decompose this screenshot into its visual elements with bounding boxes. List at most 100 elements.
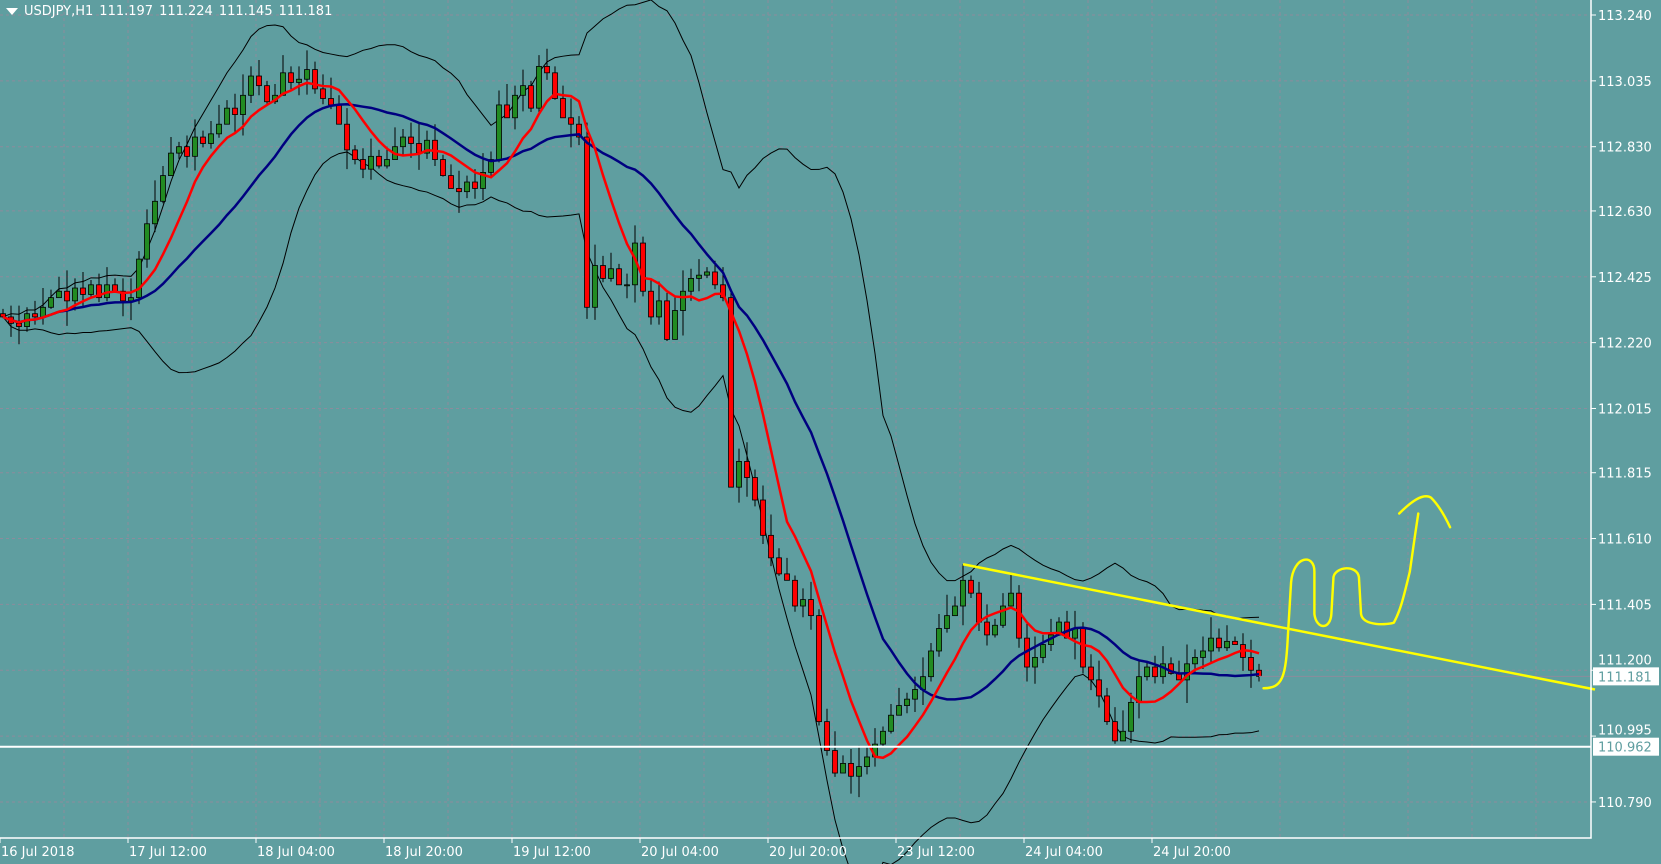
bull-candle — [624, 284, 630, 287]
lower-bollinger-band — [2, 151, 1260, 864]
bull-candle — [656, 300, 662, 318]
bull-candle — [240, 94, 246, 115]
bull-candle — [304, 69, 310, 80]
time-label: 24 Jul 04:00 — [1025, 845, 1103, 860]
bear-candle — [976, 592, 982, 623]
bull-candle — [896, 705, 902, 716]
bear-candle — [456, 188, 462, 193]
bear-candle — [576, 123, 582, 138]
price-label: 110.790 — [1598, 796, 1652, 811]
time-label: 18 Jul 04:00 — [257, 845, 335, 860]
bear-candle — [712, 271, 718, 286]
bear-candle — [776, 557, 782, 575]
bear-candle — [336, 104, 342, 125]
bear-candle — [264, 85, 270, 103]
bear-candle — [64, 290, 70, 302]
price-label: 111.815 — [1598, 467, 1652, 482]
bull-candle — [40, 306, 46, 318]
bull-candle — [1224, 640, 1230, 649]
time-label: 24 Jul 20:00 — [1153, 845, 1231, 860]
bull-candle — [1192, 657, 1198, 665]
trendline[interactable] — [962, 563, 1596, 691]
bear-candle — [1104, 695, 1110, 723]
price-axis[interactable]: 113.240 113.035 112.830 112.630 112.425 112.2… — [1591, 9, 1652, 811]
bull-candle — [672, 310, 678, 340]
bear-candle — [80, 287, 86, 295]
bear-candle — [784, 573, 790, 581]
bear-candle — [1216, 637, 1222, 649]
bull-candle — [928, 650, 934, 678]
time-axis[interactable]: 16 Jul 2018 17 Jul 12:00 18 Jul 04:00 18 Ju… — [0, 838, 1231, 860]
bear-candle — [1168, 663, 1174, 674]
bull-candle — [1200, 650, 1206, 658]
bear-candle — [112, 284, 118, 292]
bear-candle — [96, 284, 102, 299]
bear-candle — [816, 615, 822, 723]
ohlc-low: 111.145 — [218, 4, 273, 19]
bull-candle — [1032, 657, 1038, 668]
time-label: 20 Jul 20:00 — [769, 845, 847, 860]
price-label: 113.035 — [1598, 75, 1652, 90]
bull-candle — [224, 107, 230, 125]
chart-frame — [0, 0, 1592, 839]
bull-candle — [536, 65, 542, 109]
bear-candle — [664, 300, 670, 340]
price-label: 111.200 — [1598, 653, 1652, 668]
bull-candle — [592, 265, 598, 308]
bull-candle — [912, 689, 918, 700]
bear-candle — [16, 322, 22, 327]
time-label: 23 Jul 12:00 — [897, 845, 975, 860]
bear-candle — [568, 117, 574, 125]
bull-candle — [480, 171, 486, 189]
ohlc-open: 111.197 — [99, 4, 154, 19]
price-label: 113.240 — [1598, 9, 1652, 24]
bear-candle — [376, 155, 382, 167]
bull-candle — [368, 155, 374, 170]
bull-candle — [48, 297, 54, 308]
time-label: 19 Jul 12:00 — [513, 845, 591, 860]
current-price-label: 111.181 — [1598, 670, 1652, 685]
bull-candle — [1008, 592, 1014, 607]
bear-candle — [416, 143, 422, 154]
price-label: 112.630 — [1598, 205, 1652, 220]
bull-candle — [1184, 663, 1190, 681]
support-price-label: 110.962 — [1598, 741, 1652, 756]
bear-candle — [312, 69, 318, 90]
bull-candle — [840, 762, 846, 774]
symbol-label: USDJPY,H1 — [24, 4, 94, 19]
bull-candle — [1120, 730, 1126, 742]
fast-moving-average — [2, 81, 1260, 760]
bear-candle — [184, 146, 190, 157]
bear-candle — [648, 290, 654, 318]
bear-candle — [408, 136, 414, 144]
time-label: 16 Jul 2018 — [1, 845, 75, 860]
bear-candle — [560, 98, 566, 119]
bear-candle — [1248, 657, 1254, 671]
bull-candle — [152, 200, 158, 225]
bull-candle — [296, 78, 302, 83]
bull-candle — [992, 624, 998, 636]
bull-candle — [488, 159, 494, 173]
bull-candle — [88, 284, 94, 295]
bollinger-bands — [2, 0, 1260, 864]
bull-candle — [936, 628, 942, 652]
bear-candle — [808, 599, 814, 617]
bear-candle — [1096, 679, 1102, 697]
bear-candle — [744, 461, 750, 478]
price-label: 112.015 — [1598, 402, 1652, 417]
bear-candle — [120, 290, 126, 302]
bear-candle — [1080, 628, 1086, 668]
bull-candle — [424, 139, 430, 154]
bear-candle — [472, 181, 478, 189]
bear-candle — [200, 136, 206, 144]
slow-moving-average — [2, 103, 1260, 701]
bull-candle — [248, 75, 254, 96]
support-price-tag: 110.962 — [1593, 737, 1659, 756]
dropdown-triangle-icon[interactable] — [6, 8, 18, 15]
bull-candle — [464, 181, 470, 193]
bear-candle — [288, 72, 294, 83]
chart-grid — [0, 0, 1591, 838]
bull-candle — [960, 579, 966, 607]
price-label: 111.405 — [1598, 598, 1652, 613]
